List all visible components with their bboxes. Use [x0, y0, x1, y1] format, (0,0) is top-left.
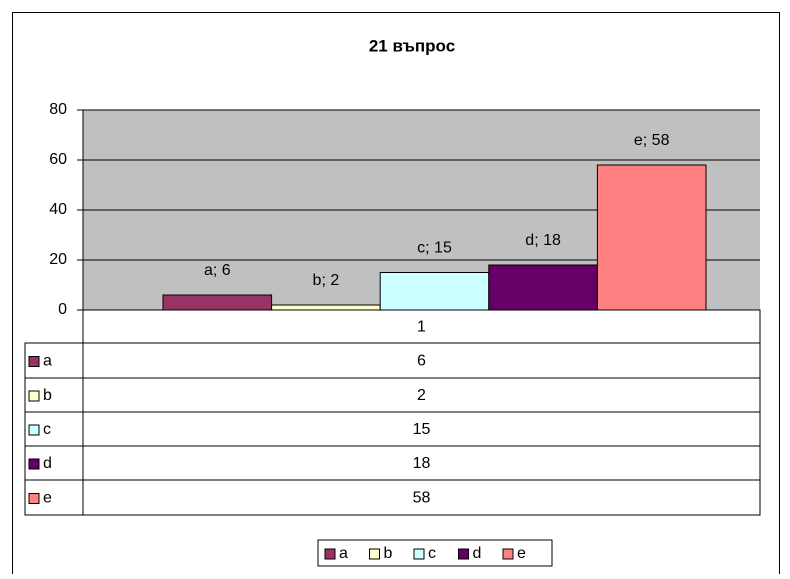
data-label: c; 15: [417, 240, 452, 257]
table-cell: [82, 377, 761, 413]
series-name: e: [43, 490, 52, 507]
y-tick-label: 20: [49, 251, 67, 268]
table-row-head: [24, 445, 84, 481]
y-tick-label: 0: [58, 301, 67, 318]
data-table-header: [82, 309, 761, 344]
series-name: a: [43, 353, 52, 370]
bar: [271, 304, 381, 311]
legend-key: [28, 458, 40, 470]
table-value: 15: [413, 421, 431, 438]
bar: [488, 264, 598, 311]
bar: [379, 272, 490, 311]
table-value: 18: [413, 455, 431, 472]
legend-key: [28, 424, 40, 436]
y-tick-label: 40: [49, 201, 67, 218]
legend-key: [369, 548, 380, 560]
legend-key: [324, 548, 336, 560]
series-name: d: [43, 455, 52, 472]
category-label: 1: [417, 319, 426, 336]
legend-key: [413, 548, 425, 560]
legend-label: a: [339, 545, 348, 562]
legend-label: d: [473, 545, 482, 562]
table-value: 2: [417, 387, 426, 404]
data-label: d; 18: [525, 232, 561, 249]
legend-key: [28, 356, 40, 367]
legend-key: [28, 390, 40, 402]
legend-label: c: [428, 545, 436, 562]
series-name: c: [43, 421, 51, 438]
series-name: b: [43, 387, 52, 404]
table-value: 6: [417, 353, 426, 370]
bar: [596, 164, 707, 311]
chart-title: 21 въпрос: [369, 36, 455, 55]
legend-key: [458, 548, 469, 560]
legend-label: e: [517, 545, 526, 562]
table-value: 58: [413, 490, 431, 507]
data-label: b; 2: [313, 272, 340, 289]
table-cell: [82, 479, 761, 516]
bar: [162, 294, 273, 311]
data-label: a; 6: [204, 262, 231, 279]
data-label: e; 58: [634, 132, 670, 149]
y-tick-label: 80: [49, 101, 67, 118]
legend-label: b: [384, 545, 393, 562]
y-tick-label: 60: [49, 151, 67, 168]
legend-key: [502, 548, 514, 560]
legend-key: [28, 493, 40, 504]
table-cell: [82, 445, 761, 481]
table-cell: [82, 342, 761, 379]
table-cell: [82, 411, 761, 447]
